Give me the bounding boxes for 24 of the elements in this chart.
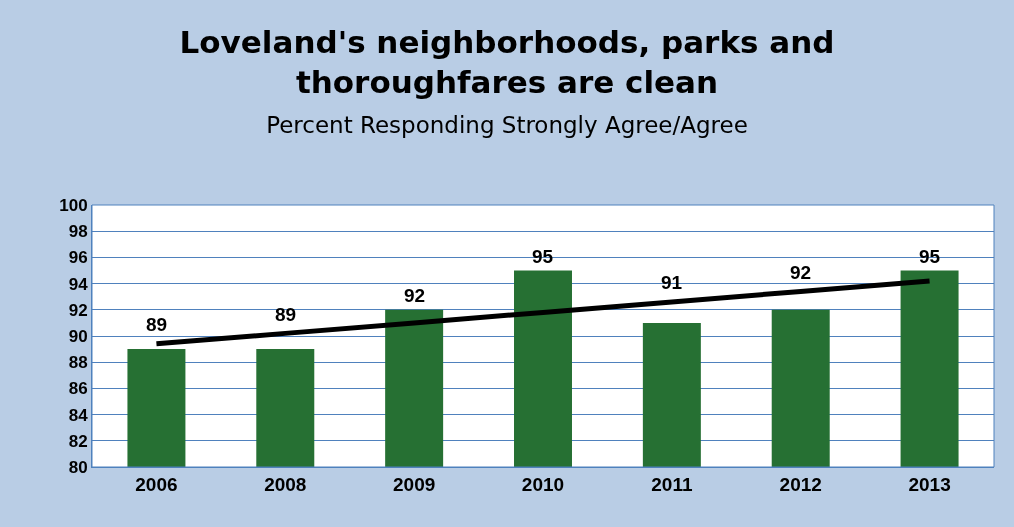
y-tick-label: 96 xyxy=(68,248,88,268)
x-tick-label: 2009 xyxy=(393,473,436,495)
y-tick-label: 90 xyxy=(68,326,88,346)
y-tick-label: 82 xyxy=(68,431,88,451)
x-tick-label: 2012 xyxy=(779,473,822,495)
data-label: 92 xyxy=(404,285,426,306)
data-label: 92 xyxy=(790,262,812,283)
y-tick-label: 84 xyxy=(68,405,89,425)
x-tick-label: 2008 xyxy=(264,473,307,495)
y-tick-label: 94 xyxy=(68,274,89,294)
x-tick-label: 2013 xyxy=(908,473,951,495)
y-tick-label: 98 xyxy=(68,222,88,242)
chart-subtitle: Percent Responding Strongly Agree/Agree xyxy=(266,112,748,139)
y-tick-label: 80 xyxy=(68,457,88,477)
data-label: 89 xyxy=(146,314,168,335)
x-tick-label: 2010 xyxy=(521,473,565,495)
chart-title: Loveland's neighborhoods, parks and thoroughfares are clean xyxy=(179,23,835,100)
y-tick-label: 88 xyxy=(68,353,88,373)
x-tick-label: 2006 xyxy=(135,473,178,495)
y-tick-label: 86 xyxy=(68,379,88,399)
data-label: 89 xyxy=(275,304,297,325)
x-tick-label: 2011 xyxy=(651,473,693,495)
y-tick-label: 92 xyxy=(68,300,88,320)
y-tick-label: 100 xyxy=(59,195,88,215)
